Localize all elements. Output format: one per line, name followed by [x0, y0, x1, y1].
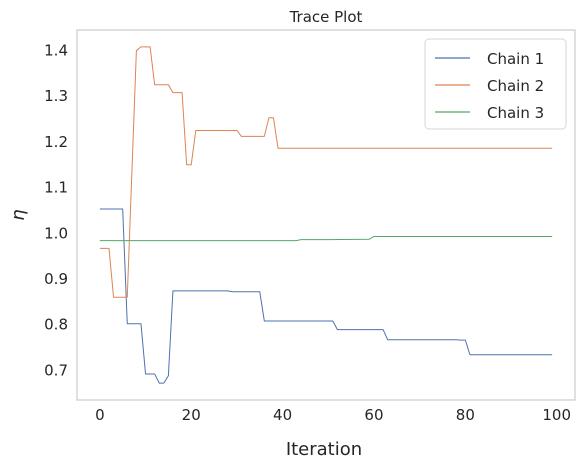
y-tick-label: 1.3 — [44, 87, 68, 105]
x-tick-label: 40 — [273, 406, 292, 424]
y-tick-label: 1.0 — [44, 224, 68, 242]
y-tick-label: 1.4 — [44, 42, 68, 60]
series-line-chain-3 — [99, 235, 553, 242]
x-tick-label: 60 — [364, 406, 383, 424]
y-axis: 0.7 0.8 0.9 1.0 1.1 1.2 1.3 1.4 — [44, 42, 68, 380]
series-lines — [99, 46, 553, 384]
legend-label: Chain 2 — [487, 77, 544, 95]
y-tick-label: 1.1 — [44, 179, 68, 197]
x-tick-label: 80 — [456, 406, 475, 424]
legend-label: Chain 1 — [487, 50, 544, 68]
series-line-chain-1 — [99, 208, 553, 384]
chart-title: Trace Plot — [289, 8, 363, 26]
x-axis-label: Iteration — [286, 439, 362, 460]
x-tick-label: 0 — [95, 406, 105, 424]
legend-box — [424, 38, 567, 130]
y-tick-label: 0.8 — [44, 316, 68, 334]
y-axis-label: η — [8, 209, 29, 220]
x-tick-label: 20 — [182, 406, 201, 424]
x-axis: 0 20 40 60 80 100 — [95, 406, 571, 424]
y-tick-label: 0.9 — [44, 270, 68, 288]
y-tick-label: 1.2 — [44, 133, 68, 151]
series-line-chain-2 — [99, 46, 553, 298]
legend-label: Chain 3 — [487, 104, 544, 122]
y-tick-label: 0.7 — [44, 361, 68, 379]
x-tick-label: 100 — [542, 406, 571, 424]
legend: Chain 1 Chain 2 Chain 3 — [424, 38, 567, 130]
